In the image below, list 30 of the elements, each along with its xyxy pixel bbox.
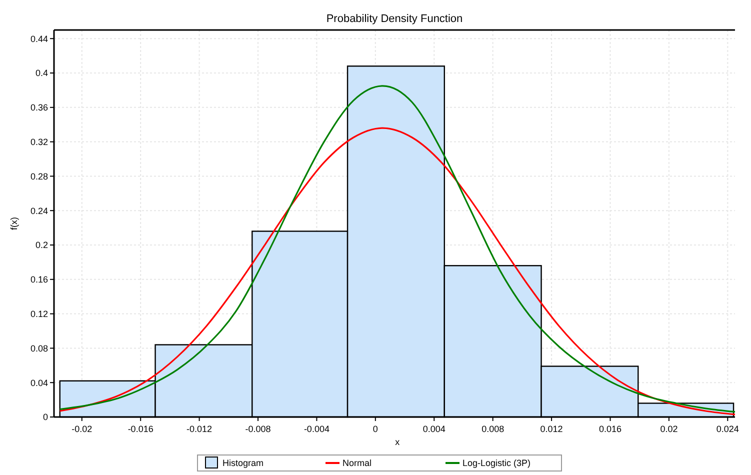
x-tick-label: 0.008	[482, 424, 504, 434]
y-tick-label: 0.04	[30, 378, 48, 388]
x-tick-label: -0.012	[186, 424, 212, 434]
legend-label: Log-Logistic (3P)	[462, 458, 531, 468]
x-tick-label: -0.004	[304, 424, 330, 434]
y-tick-label: 0.16	[30, 274, 48, 285]
y-tick-label: 0.2	[35, 240, 48, 250]
x-tick-label: -0.02	[72, 424, 92, 434]
y-tick-label: 0.12	[30, 308, 48, 319]
y-tick-label: 0.08	[30, 343, 48, 354]
y-tick-label: 0.24	[30, 206, 48, 216]
x-tick-label: 0.004	[422, 424, 446, 434]
x-tick-label: 0.016	[598, 424, 622, 434]
y-tick-label: 0	[42, 412, 48, 422]
x-tick-label: 0.02	[660, 424, 678, 434]
x-tick-label: -0.008	[245, 424, 271, 434]
y-tick-label: 0.4	[35, 68, 48, 78]
y-axis-title: f(x)	[9, 217, 19, 230]
legend-label: Normal	[342, 458, 372, 468]
x-tick-label: 0.012	[540, 424, 563, 434]
y-tick-label: 0.44	[30, 34, 48, 44]
x-tick-label: 0.024	[716, 424, 739, 434]
y-tick-label: 0.36	[30, 102, 48, 113]
x-axis-title: x	[395, 437, 400, 447]
legend-label: Histogram	[222, 458, 264, 468]
y-tick-label: 0.32	[30, 136, 48, 147]
chart-title: Probability Density Function	[326, 13, 463, 25]
y-tick-label: 0.28	[30, 171, 48, 182]
x-tick-label: -0.016	[128, 424, 154, 434]
x-tick-label: 0	[372, 424, 378, 434]
